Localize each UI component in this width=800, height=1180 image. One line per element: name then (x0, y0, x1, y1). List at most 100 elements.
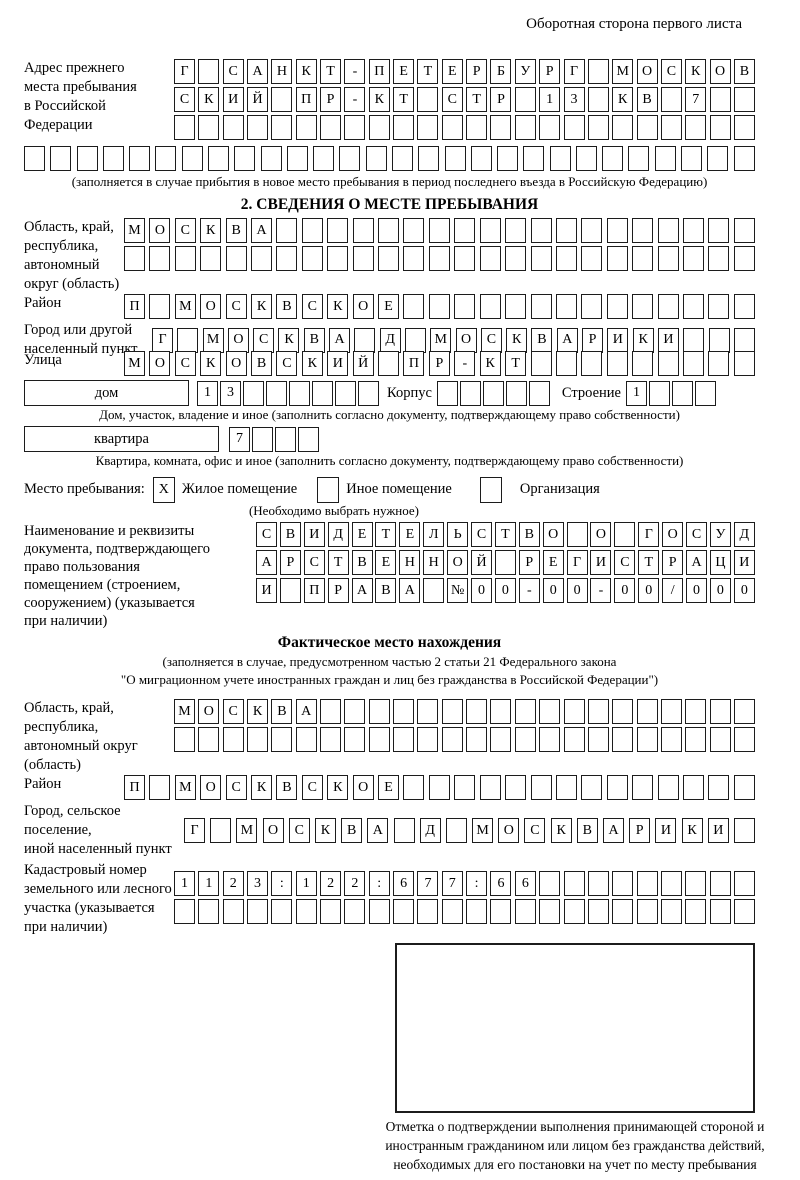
char-cell[interactable] (682, 351, 704, 376)
char-cell[interactable] (301, 218, 323, 243)
char-cell[interactable] (174, 899, 195, 924)
char-cell[interactable]: Г (566, 550, 588, 575)
char-cell[interactable]: 0 (733, 578, 755, 603)
char-cell[interactable] (514, 87, 536, 112)
char-cell[interactable] (708, 294, 730, 319)
char-cell[interactable] (636, 699, 658, 724)
char-cell[interactable] (563, 699, 585, 724)
char-cell[interactable]: В (576, 818, 598, 843)
char-cell[interactable]: В (351, 550, 373, 575)
char-cell[interactable] (24, 146, 45, 171)
char-cell[interactable]: 7 (441, 871, 463, 896)
char-cell[interactable] (436, 380, 458, 406)
char-cell[interactable]: А (251, 218, 273, 243)
char-cell[interactable] (505, 294, 527, 319)
char-cell[interactable] (378, 351, 400, 376)
char-cell[interactable]: 0 (542, 578, 564, 603)
char-cell[interactable]: А (556, 327, 578, 353)
char-cell[interactable] (648, 380, 670, 406)
char-cell[interactable] (733, 699, 755, 724)
char-cell[interactable] (417, 87, 439, 112)
char-cell[interactable]: С (256, 522, 277, 547)
char-cell[interactable]: 2 (222, 871, 244, 896)
char-cell[interactable] (733, 727, 755, 752)
char-cell[interactable] (320, 727, 342, 752)
char-cell[interactable]: Р (518, 550, 540, 575)
char-cell[interactable] (210, 818, 232, 843)
char-cell[interactable] (523, 146, 545, 171)
char-cell[interactable]: И (733, 550, 755, 575)
char-cell[interactable]: 6 (514, 871, 536, 896)
char-cell[interactable] (441, 727, 463, 752)
char-cell[interactable] (563, 871, 585, 896)
char-cell[interactable] (505, 246, 527, 271)
char-cell[interactable] (149, 294, 171, 319)
char-cell[interactable]: Р (539, 59, 561, 84)
char-cell[interactable]: К (550, 818, 572, 843)
char-cell[interactable] (636, 115, 658, 140)
char-cell[interactable] (441, 699, 463, 724)
char-cell[interactable]: К (685, 59, 707, 84)
char-cell[interactable] (733, 871, 755, 896)
char-cell[interactable] (581, 294, 603, 319)
char-cell[interactable] (657, 218, 679, 243)
char-cell[interactable]: Т (505, 351, 527, 376)
char-cell[interactable]: С (174, 87, 195, 112)
char-cell[interactable] (505, 380, 527, 406)
char-cell[interactable] (222, 899, 244, 924)
char-cell[interactable] (694, 380, 716, 406)
char-cell[interactable] (685, 871, 707, 896)
char-cell[interactable] (301, 246, 323, 271)
char-cell[interactable]: К (200, 218, 222, 243)
char-cell[interactable]: Й (471, 550, 493, 575)
char-cell[interactable]: К (251, 294, 273, 319)
char-cell[interactable]: В (733, 59, 755, 84)
char-cell[interactable]: С (301, 294, 323, 319)
char-cell[interactable]: С (225, 775, 247, 800)
char-cell[interactable]: Т (327, 550, 349, 575)
char-cell[interactable]: И (303, 522, 325, 547)
char-cell[interactable] (514, 899, 536, 924)
char-cell[interactable] (378, 218, 400, 243)
char-cell[interactable] (581, 246, 603, 271)
char-cell[interactable] (563, 899, 585, 924)
char-cell[interactable]: О (149, 218, 171, 243)
char-cell[interactable] (479, 775, 501, 800)
char-cell[interactable]: К (681, 818, 703, 843)
char-cell[interactable] (612, 699, 634, 724)
char-cell[interactable] (428, 294, 450, 319)
char-cell[interactable] (490, 699, 512, 724)
char-cell[interactable]: 6 (490, 871, 512, 896)
char-cell[interactable] (490, 899, 512, 924)
char-cell[interactable] (549, 146, 571, 171)
char-cell[interactable] (393, 727, 415, 752)
char-cell[interactable]: О (200, 775, 222, 800)
char-cell[interactable]: И (256, 578, 277, 603)
char-cell[interactable] (602, 146, 624, 171)
char-cell[interactable]: С (222, 59, 244, 84)
char-cell[interactable] (327, 246, 349, 271)
char-cell[interactable]: Р (279, 550, 301, 575)
char-cell[interactable]: И (590, 550, 612, 575)
char-cell[interactable]: О (352, 294, 374, 319)
char-cell[interactable]: 1 (197, 380, 218, 406)
char-cell[interactable] (479, 218, 501, 243)
char-cell[interactable] (709, 871, 731, 896)
char-cell[interactable] (368, 899, 390, 924)
char-cell[interactable] (575, 146, 597, 171)
char-cell[interactable]: О (198, 699, 220, 724)
char-cell[interactable] (344, 899, 366, 924)
char-cell[interactable] (707, 146, 729, 171)
char-cell[interactable] (606, 294, 628, 319)
apartment-type-box[interactable]: квартира (24, 426, 219, 452)
char-cell[interactable] (657, 246, 679, 271)
char-cell[interactable]: В (276, 294, 298, 319)
char-cell[interactable] (563, 115, 585, 140)
char-cell[interactable] (271, 727, 293, 752)
char-cell[interactable] (155, 146, 177, 171)
char-cell[interactable] (393, 818, 415, 843)
char-cell[interactable]: Е (542, 550, 564, 575)
char-cell[interactable]: № (447, 578, 469, 603)
char-cell[interactable]: 1 (174, 871, 195, 896)
char-cell[interactable]: И (222, 87, 244, 112)
